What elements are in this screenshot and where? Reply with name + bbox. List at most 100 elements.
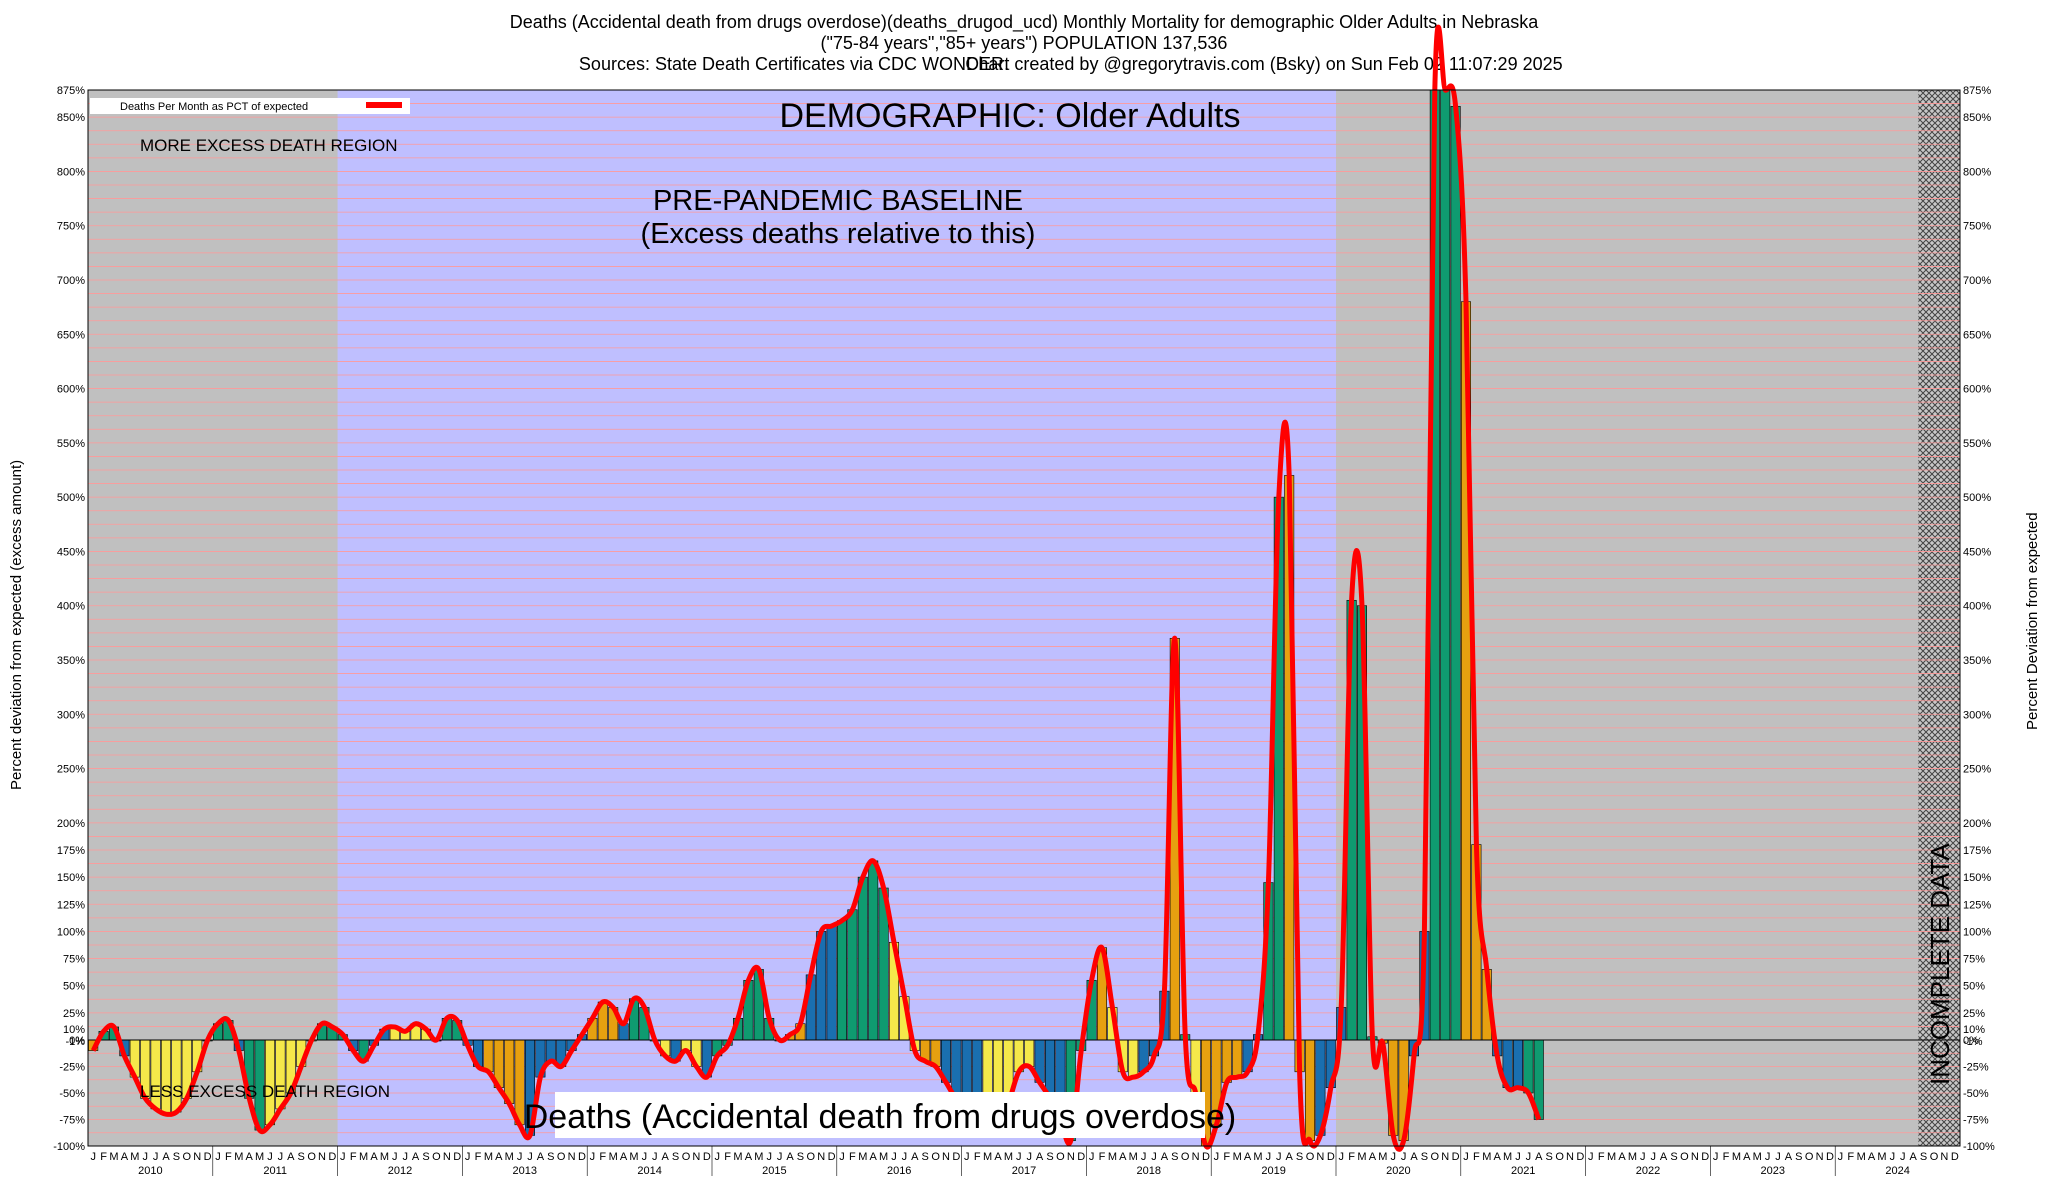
x-month-label: J — [1650, 1151, 1656, 1163]
y-tick-label-right: 50% — [1963, 981, 1985, 993]
x-month-label: A — [1743, 1151, 1751, 1163]
x-month-label: O — [183, 1151, 192, 1163]
x-month-label: D — [1951, 1151, 1959, 1163]
legend-label: Deaths Per Month as PCT of expected — [120, 101, 308, 113]
x-month-label: M — [484, 1151, 493, 1163]
x-month-label: J — [766, 1151, 772, 1163]
x-month-label: A — [287, 1151, 295, 1163]
x-year-label: 2020 — [1386, 1165, 1410, 1177]
x-month-label: N — [1566, 1151, 1574, 1163]
bar — [951, 1039, 962, 1099]
legend-swatch — [366, 102, 402, 108]
x-month-label: A — [870, 1151, 878, 1163]
x-month-label: F — [1099, 1151, 1106, 1163]
demographic-title: DEMOGRAPHIC: Older Adults — [779, 97, 1240, 135]
x-month-label: M — [505, 1151, 514, 1163]
x-month-label: D — [328, 1151, 336, 1163]
x-month-label: F — [225, 1151, 232, 1163]
x-month-label: J — [1401, 1151, 1407, 1163]
x-month-label: O — [557, 1151, 566, 1163]
bar — [1440, 89, 1451, 1041]
bar — [483, 1039, 494, 1073]
y-tick-label-left: 500% — [57, 492, 85, 504]
x-month-label: A — [1036, 1151, 1044, 1163]
y-tick-label-right: 300% — [1963, 709, 1991, 721]
x-month-label: J — [1266, 1151, 1272, 1163]
bar — [826, 925, 837, 1041]
x-month-label: A — [1410, 1151, 1418, 1163]
x-month-label: J — [267, 1151, 273, 1163]
x-month-label: A — [1119, 1151, 1127, 1163]
y-tick-label-right: -25% — [1963, 1062, 1989, 1074]
y-tick-label-right: -75% — [1963, 1115, 1989, 1127]
y-tick-label-left: -75% — [59, 1115, 85, 1127]
bar — [857, 876, 868, 1041]
y-tick-label-left: 250% — [57, 764, 85, 776]
x-month-label: S — [1920, 1151, 1927, 1163]
x-year-label: 2021 — [1511, 1165, 1535, 1177]
x-month-label: M — [754, 1151, 763, 1163]
x-month-label: A — [495, 1151, 503, 1163]
bar — [961, 1039, 972, 1099]
x-month-label: O — [1181, 1151, 1190, 1163]
y-tick-label-left: 200% — [57, 818, 85, 830]
x-month-label: J — [642, 1151, 648, 1163]
x-month-label: A — [1910, 1151, 1918, 1163]
y-tick-label-left: 10% — [63, 1024, 85, 1036]
x-month-label: M — [609, 1151, 618, 1163]
x-month-label: N — [443, 1151, 451, 1163]
x-month-label: N — [1067, 1151, 1075, 1163]
x-month-label: J — [891, 1151, 897, 1163]
x-year-label: 2018 — [1137, 1165, 1161, 1177]
x-month-label: N — [1192, 1151, 1200, 1163]
bar — [1450, 105, 1461, 1041]
x-month-label: S — [1670, 1151, 1677, 1163]
x-month-label: N — [1816, 1151, 1824, 1163]
x-month-label: J — [1526, 1151, 1532, 1163]
y-tick-label-right: 125% — [1963, 899, 1991, 911]
x-month-label: M — [983, 1151, 992, 1163]
x-month-label: J — [1151, 1151, 1157, 1163]
x-month-label: O — [1805, 1151, 1814, 1163]
x-month-label: J — [1838, 1151, 1844, 1163]
y-tick-label-right: 875% — [1963, 85, 1991, 97]
x-month-label: J — [1463, 1151, 1469, 1163]
x-month-label: O — [1555, 1151, 1564, 1163]
x-month-label: D — [1826, 1151, 1834, 1163]
y-tick-label-left: 600% — [57, 384, 85, 396]
x-month-label: S — [797, 1151, 804, 1163]
x-month-label: S — [547, 1151, 554, 1163]
x-month-label: A — [1785, 1151, 1793, 1163]
x-month-label: M — [130, 1151, 139, 1163]
x-month-label: N — [1316, 1151, 1324, 1163]
y-tick-label-right: 450% — [1963, 546, 1991, 558]
subtitle-box — [555, 1092, 1205, 1138]
x-month-label: J — [1713, 1151, 1719, 1163]
x-month-label: F — [974, 1151, 981, 1163]
x-month-label: N — [1441, 1151, 1449, 1163]
x-month-label: J — [153, 1151, 159, 1163]
x-month-label: F — [350, 1151, 357, 1163]
x-month-label: N — [1940, 1151, 1948, 1163]
y-tick-label-left: 350% — [57, 655, 85, 667]
x-month-label: J — [902, 1151, 908, 1163]
x-month-label: O — [307, 1151, 316, 1163]
more-excess-label: MORE EXCESS DEATH REGION — [140, 136, 398, 155]
bar — [1128, 1039, 1139, 1078]
x-month-label: J — [1214, 1151, 1220, 1163]
x-month-label: J — [1515, 1151, 1521, 1163]
x-month-label: J — [215, 1151, 221, 1163]
x-month-label: M — [1233, 1151, 1242, 1163]
less-excess-label: LESS EXCESS DEATH REGION — [140, 1082, 390, 1101]
x-month-label: S — [298, 1151, 305, 1163]
x-month-label: M — [359, 1151, 368, 1163]
x-month-label: M — [1378, 1151, 1387, 1163]
x-month-label: D — [204, 1151, 212, 1163]
bar — [1513, 1039, 1524, 1089]
y-tick-label-left: 750% — [57, 221, 85, 233]
x-month-label: S — [1171, 1151, 1178, 1163]
x-month-label: A — [246, 1151, 254, 1163]
y-tick-label-right: 100% — [1963, 926, 1991, 938]
baseline-region — [337, 90, 1337, 1146]
